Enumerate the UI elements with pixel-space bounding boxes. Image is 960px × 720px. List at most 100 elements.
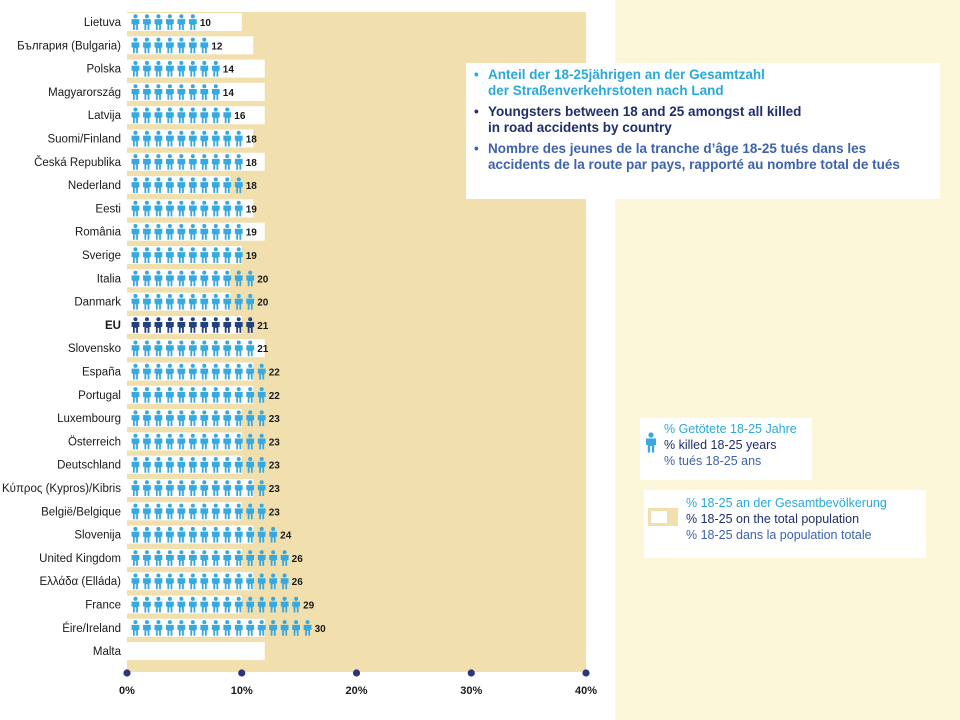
person-icon	[177, 526, 186, 543]
category-label: Magyarország	[48, 87, 121, 99]
person-icon	[131, 84, 140, 100]
person-icon	[200, 177, 209, 194]
value-label: 20	[257, 274, 269, 285]
category-label: EU	[105, 320, 121, 332]
person-icon	[211, 573, 220, 590]
category-label: België/Belgique	[41, 506, 121, 518]
person-icon	[257, 433, 266, 450]
category-label: Polska	[86, 64, 121, 76]
person-icon	[131, 177, 140, 194]
person-icon	[211, 154, 220, 170]
person-icon	[257, 526, 266, 543]
person-icon	[269, 573, 278, 590]
person-icon	[280, 620, 289, 636]
population-swatch	[648, 508, 678, 526]
person-icon	[234, 573, 243, 590]
person-icon	[154, 270, 163, 287]
person-icon	[154, 130, 163, 147]
value-label: 19	[246, 228, 258, 239]
person-icon	[188, 596, 197, 613]
person-icon	[165, 200, 174, 217]
person-icon	[188, 410, 197, 427]
person-icon	[165, 526, 174, 543]
person-icon	[223, 270, 232, 287]
person-icon	[246, 573, 255, 590]
person-icon	[165, 387, 174, 403]
person-icon	[131, 130, 140, 147]
person-icon	[246, 596, 255, 613]
person-icon	[211, 433, 220, 450]
person-icon	[177, 387, 186, 403]
title-text-fr: Nombre des jeunes de la tranche d’âge 18…	[488, 141, 900, 172]
person-icon	[177, 340, 186, 357]
value-label: 18	[246, 135, 258, 146]
person-icon	[246, 317, 255, 333]
person-icon	[223, 410, 232, 427]
person-icon	[143, 387, 151, 403]
title-line-fr: • Nombre des jeunes de la tranche d’âge …	[474, 141, 932, 173]
person-icon	[211, 620, 220, 636]
value-label: 22	[269, 391, 281, 402]
killed-icons	[131, 14, 312, 636]
person-icon	[188, 363, 197, 380]
person-icon	[188, 247, 197, 263]
value-label: 14	[223, 88, 235, 99]
person-icon	[246, 387, 255, 403]
person-icon	[223, 550, 232, 566]
person-icon	[257, 596, 266, 613]
person-icon	[211, 526, 220, 543]
person-icon	[165, 154, 174, 170]
value-label: 30	[315, 624, 327, 635]
person-icon	[131, 340, 140, 357]
person-icon	[188, 130, 197, 147]
person-icon	[177, 177, 186, 194]
person-icon	[246, 270, 255, 287]
person-icon	[131, 410, 140, 427]
title-line-de: • Anteil der 18-25jährigen an der Gesamt…	[474, 67, 932, 99]
person-icon	[200, 107, 209, 124]
person-icon	[154, 526, 163, 543]
person-icon	[165, 317, 174, 333]
person-icon	[177, 224, 186, 240]
person-icon	[257, 410, 266, 427]
person-icon	[143, 200, 151, 217]
person-icon	[223, 596, 232, 613]
person-icon	[211, 480, 220, 496]
x-tick-label: 20%	[345, 685, 367, 697]
person-icon	[269, 596, 278, 613]
person-icon	[223, 130, 232, 147]
person-icon	[165, 363, 174, 380]
person-icon	[143, 224, 151, 240]
person-icon	[234, 410, 243, 427]
person-icon	[143, 293, 151, 310]
person-icon	[292, 620, 301, 636]
legend-population: % 18-25 an der Gesamtbevölkerung % 18-25…	[644, 490, 926, 558]
person-icon	[131, 154, 140, 170]
category-label: Suomi/Finland	[47, 134, 121, 146]
person-icon	[246, 293, 255, 310]
person-icon	[154, 596, 163, 613]
person-icon	[211, 457, 220, 473]
x-tick-label: 0%	[119, 685, 135, 697]
person-icon	[223, 433, 232, 450]
person-icon	[188, 200, 197, 217]
person-icon	[143, 247, 151, 263]
person-icon	[143, 107, 151, 124]
person-icon	[154, 60, 163, 77]
person-icon	[646, 432, 656, 453]
value-label: 23	[269, 484, 281, 495]
person-icon	[154, 433, 163, 450]
person-icon	[131, 526, 140, 543]
value-label: 26	[292, 577, 304, 588]
person-icon	[269, 550, 278, 566]
person-icon	[188, 107, 197, 124]
person-icon	[177, 550, 186, 566]
legend-pop-fr: % 18-25 dans la population totale	[686, 528, 872, 542]
value-label: 10	[200, 18, 212, 29]
person-icon	[200, 503, 209, 520]
person-icon	[234, 293, 243, 310]
person-icon	[131, 60, 140, 77]
person-icon	[211, 293, 220, 310]
value-label: 23	[269, 507, 281, 518]
person-icon	[177, 503, 186, 520]
